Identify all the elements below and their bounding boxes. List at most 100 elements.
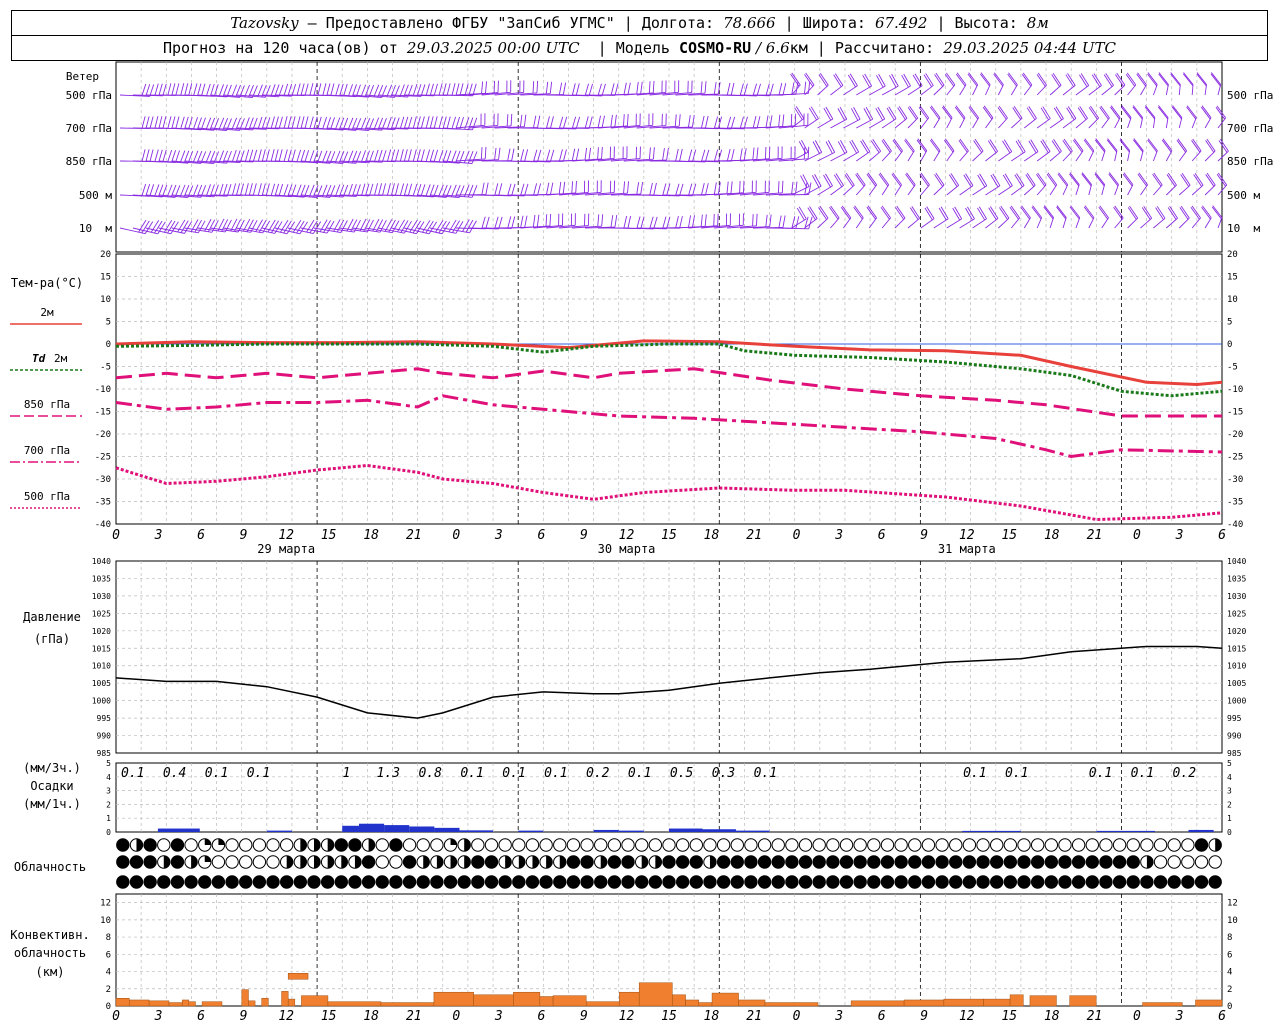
wind-barb-shaft — [1165, 117, 1169, 129]
cloud-symbol — [539, 838, 553, 852]
precip-3h-label: 0.1 — [628, 766, 651, 781]
time-tick-label: 3 — [1175, 528, 1184, 543]
wind-barb-shaft — [1140, 150, 1144, 162]
wind-barb-flag — [537, 115, 541, 128]
wind-barb-shaft — [1127, 84, 1137, 96]
wind-barb-flag — [416, 221, 425, 234]
wind-barb — [1191, 172, 1204, 196]
wind-barb — [843, 73, 858, 96]
wind-barb-flag — [1090, 105, 1100, 119]
wind-barb-flag — [896, 205, 906, 219]
wind-barb-flag — [614, 114, 617, 127]
wind-barb-flag — [407, 149, 412, 162]
wind-barb-flag — [1180, 205, 1190, 219]
wind-barb-shaft — [740, 191, 770, 196]
cloud-symbol — [935, 855, 949, 869]
wind-barb-flag — [929, 106, 940, 120]
wind-barb-shaft — [572, 225, 602, 229]
wind-barb-flag — [407, 183, 413, 196]
cloud-half — [641, 855, 648, 869]
y-tick-label-right: 1005 — [1227, 679, 1246, 688]
wind-barb-flag — [704, 149, 710, 163]
wind-barb-flag — [292, 220, 302, 233]
wind-barb-shaft — [417, 194, 447, 198]
wind-barb-shaft — [132, 227, 158, 235]
wind-barb-flag — [627, 215, 632, 229]
wind-barb — [546, 180, 577, 196]
cloud-symbol — [293, 855, 308, 869]
wind-barb-flag — [382, 183, 386, 196]
wind-barb-flag — [355, 184, 361, 197]
wind-barb-shaft — [584, 192, 615, 196]
wind-barb-flag — [713, 116, 719, 129]
wind-barb-shaft — [184, 127, 214, 131]
wind-barb — [891, 172, 902, 196]
wind-barb-flag — [274, 84, 280, 97]
wind-barb-flag — [726, 181, 729, 194]
wind-barb — [481, 80, 512, 96]
cloud-symbol — [744, 838, 758, 852]
series-td2m — [115, 342, 1223, 398]
cloud-circle — [580, 855, 594, 869]
wind-barb-flag — [808, 81, 811, 94]
wind-barb — [968, 105, 980, 129]
wind-barb — [881, 106, 897, 129]
cloud-circle — [170, 838, 185, 852]
cloud-symbol — [266, 838, 280, 852]
wind-barb-flag — [601, 115, 605, 128]
cloud-symbol — [143, 838, 157, 852]
precip-bar — [384, 825, 410, 832]
wind-barb — [1153, 206, 1166, 229]
wind-barb-flag — [860, 140, 869, 154]
wind-barb-flag — [287, 149, 292, 162]
wind-barb-flag — [184, 116, 189, 130]
wind-barb — [1170, 72, 1181, 96]
lon-label: Долгота: — [641, 14, 724, 32]
wind-barb-flag — [877, 106, 886, 120]
wind-barb-flag — [154, 184, 160, 197]
cloud-symbol — [1181, 875, 1195, 889]
cloud-circle — [1003, 855, 1018, 869]
cloud-symbol — [990, 855, 1004, 869]
wind-barb — [907, 105, 919, 129]
wind-barb-flag — [1136, 73, 1147, 87]
wind-barb-shaft — [1178, 117, 1183, 129]
wind-barb — [817, 72, 829, 96]
wind-barb — [943, 138, 955, 162]
wind-barb-shaft — [145, 227, 172, 235]
wind-barb — [145, 219, 179, 235]
cloud-symbol — [839, 855, 854, 869]
y-tick-label-right: 1010 — [1227, 662, 1246, 671]
wind-barb — [830, 173, 844, 196]
wind-barb-flag — [1133, 138, 1144, 151]
wind-barb — [533, 82, 567, 96]
wind-barb-flag — [1170, 73, 1181, 87]
wind-barb-flag — [802, 174, 810, 187]
cloud-circle — [853, 838, 867, 852]
wind-barb-shaft — [868, 217, 877, 229]
time-tick-label: 0 — [1133, 1009, 1141, 1024]
cloud-circle — [648, 838, 663, 852]
wind-barb-flag — [825, 106, 834, 120]
wind-barb-flag — [1042, 106, 1051, 119]
wind-barb-flag — [166, 184, 173, 197]
cloud-symbol — [293, 875, 308, 889]
wind-barb-flag — [1013, 105, 1023, 119]
wind-barb-flag — [1108, 172, 1119, 185]
wind-barb-flag — [893, 138, 903, 152]
wind-barb-flag — [386, 149, 392, 162]
cloud-circle — [1099, 838, 1113, 852]
wind-barb — [1007, 72, 1018, 96]
cloud-circle — [921, 855, 936, 869]
wind-barb-flag — [498, 147, 501, 160]
cloud-circle — [375, 838, 389, 852]
wind-barb-flag — [218, 150, 225, 163]
cloud-symbol — [1140, 838, 1154, 852]
wind-barb-flag — [880, 207, 890, 220]
cloud-symbol — [785, 838, 799, 852]
wind-barb — [520, 81, 553, 96]
wind-barb-flag — [511, 216, 516, 229]
cloud-symbol — [1194, 875, 1209, 889]
time-tick-label: 15 — [321, 528, 337, 543]
wind-barb-shaft — [1049, 150, 1062, 162]
